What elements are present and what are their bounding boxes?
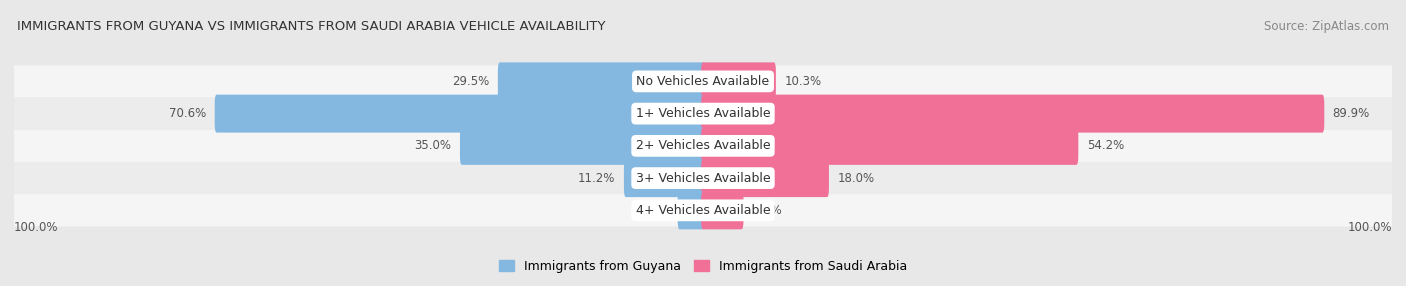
Text: 70.6%: 70.6% (169, 107, 207, 120)
Text: 29.5%: 29.5% (453, 75, 489, 88)
FancyBboxPatch shape (702, 95, 1324, 133)
Text: 35.0%: 35.0% (415, 139, 451, 152)
Text: 100.0%: 100.0% (1347, 221, 1392, 234)
Text: 1+ Vehicles Available: 1+ Vehicles Available (636, 107, 770, 120)
FancyBboxPatch shape (14, 65, 1392, 98)
Text: 54.2%: 54.2% (1087, 139, 1123, 152)
FancyBboxPatch shape (702, 62, 776, 100)
Text: IMMIGRANTS FROM GUYANA VS IMMIGRANTS FROM SAUDI ARABIA VEHICLE AVAILABILITY: IMMIGRANTS FROM GUYANA VS IMMIGRANTS FRO… (17, 20, 606, 33)
Text: No Vehicles Available: No Vehicles Available (637, 75, 769, 88)
Text: 10.3%: 10.3% (785, 75, 821, 88)
Legend: Immigrants from Guyana, Immigrants from Saudi Arabia: Immigrants from Guyana, Immigrants from … (494, 255, 912, 278)
FancyBboxPatch shape (14, 130, 1392, 162)
Text: 2+ Vehicles Available: 2+ Vehicles Available (636, 139, 770, 152)
FancyBboxPatch shape (624, 159, 704, 197)
Text: 5.6%: 5.6% (752, 204, 782, 217)
FancyBboxPatch shape (14, 98, 1392, 130)
FancyBboxPatch shape (215, 95, 704, 133)
Text: 100.0%: 100.0% (14, 221, 59, 234)
Text: Source: ZipAtlas.com: Source: ZipAtlas.com (1264, 20, 1389, 33)
FancyBboxPatch shape (702, 191, 744, 229)
Text: 3.4%: 3.4% (640, 204, 669, 217)
FancyBboxPatch shape (702, 127, 1078, 165)
FancyBboxPatch shape (702, 159, 830, 197)
Text: 18.0%: 18.0% (838, 172, 875, 184)
Text: 3+ Vehicles Available: 3+ Vehicles Available (636, 172, 770, 184)
FancyBboxPatch shape (498, 62, 704, 100)
Text: 11.2%: 11.2% (578, 172, 616, 184)
FancyBboxPatch shape (678, 191, 704, 229)
Text: 4+ Vehicles Available: 4+ Vehicles Available (636, 204, 770, 217)
Text: 89.9%: 89.9% (1333, 107, 1369, 120)
FancyBboxPatch shape (14, 194, 1392, 227)
FancyBboxPatch shape (14, 162, 1392, 194)
FancyBboxPatch shape (460, 127, 704, 165)
